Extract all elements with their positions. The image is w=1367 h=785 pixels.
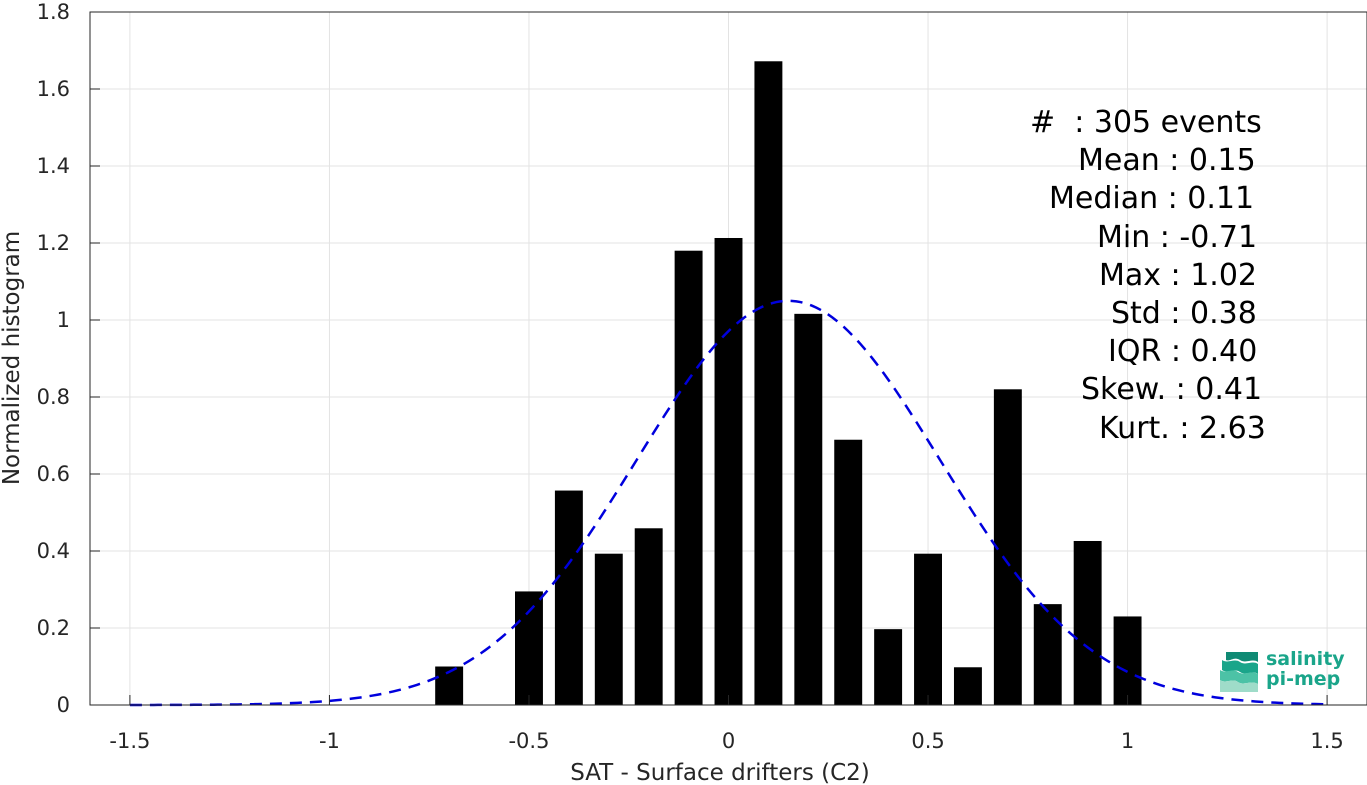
histogram-bar <box>1113 616 1142 705</box>
x-tick-label: -1 <box>319 729 340 753</box>
stat-iqr: IQR : 0.40 <box>1108 334 1258 370</box>
histogram-bar <box>554 490 583 705</box>
stat-median: Median : 0.11 <box>1049 181 1255 217</box>
salinity-pimep-logo: salinity pi-mep <box>1218 648 1348 694</box>
y-tick-label: 0.6 <box>37 462 70 486</box>
y-tick-label: 0.8 <box>37 385 70 409</box>
x-axis-ticks: -1.5 -1 -0.5 0 0.5 1 1.5 <box>109 695 1344 753</box>
histogram-bar <box>794 313 823 705</box>
histogram-bar <box>754 61 783 705</box>
histogram-bar <box>834 439 863 705</box>
x-tick-label: 0.5 <box>911 729 944 753</box>
y-tick-label: 1 <box>57 308 70 332</box>
histogram-bars <box>435 61 1142 705</box>
logo-wave-icon <box>1220 652 1258 692</box>
x-tick-label: 1.5 <box>1310 729 1343 753</box>
y-tick-label: 0 <box>57 693 70 717</box>
x-tick-label: 1 <box>1121 729 1134 753</box>
y-tick-label: 0.4 <box>37 539 70 563</box>
y-tick-label: 1.8 <box>37 0 70 24</box>
histogram-bar <box>1033 604 1062 705</box>
x-tick-label: -0.5 <box>508 729 549 753</box>
histogram-bar <box>1073 540 1102 705</box>
y-axis-ticks: 0 0.2 0.4 0.6 0.8 1 1.2 1.4 1.6 1.8 <box>37 0 100 717</box>
histogram-bar <box>993 389 1022 705</box>
stat-max: Max : 1.02 <box>1099 257 1257 293</box>
histogram-bar <box>914 553 942 705</box>
histogram-bar <box>674 250 703 705</box>
normal-fit-curve <box>129 299 1328 707</box>
logo-text: salinity pi-mep <box>1266 649 1345 689</box>
y-tick-label: 1.6 <box>37 77 70 101</box>
y-tick-label: 1.4 <box>37 154 70 178</box>
stat-count: # : 305 events <box>1030 105 1262 140</box>
fit-curve-line <box>129 299 1328 707</box>
stat-kurt: Kurt. : 2.63 <box>1099 410 1266 446</box>
y-axis-label: Normalized histogram <box>0 231 25 485</box>
x-axis-label: SAT - Surface drifters (C2) <box>570 760 870 785</box>
histogram-bar <box>515 591 543 705</box>
histogram-bar <box>953 667 982 705</box>
logo-line-1: salinity <box>1266 648 1345 670</box>
stat-mean: Mean : 0.15 <box>1078 143 1256 179</box>
stat-skew: Skew. : 0.41 <box>1081 372 1263 408</box>
histogram-bar <box>594 553 623 705</box>
stat-std: Std : 0.38 <box>1111 296 1257 332</box>
histogram-bar <box>874 629 903 705</box>
stat-min: Min : -0.71 <box>1097 219 1258 255</box>
statistics-box: # : 305 events Mean : 0.15 Median : 0.11… <box>960 104 1290 448</box>
x-tick-label: -1.5 <box>109 729 150 753</box>
logo-line-2: pi-mep <box>1266 668 1341 690</box>
y-tick-label: 0.2 <box>37 616 70 640</box>
histogram-bar <box>634 528 663 705</box>
y-tick-label: 1.2 <box>37 231 70 255</box>
x-tick-label: 0 <box>722 729 735 753</box>
histogram-bar <box>714 237 743 705</box>
